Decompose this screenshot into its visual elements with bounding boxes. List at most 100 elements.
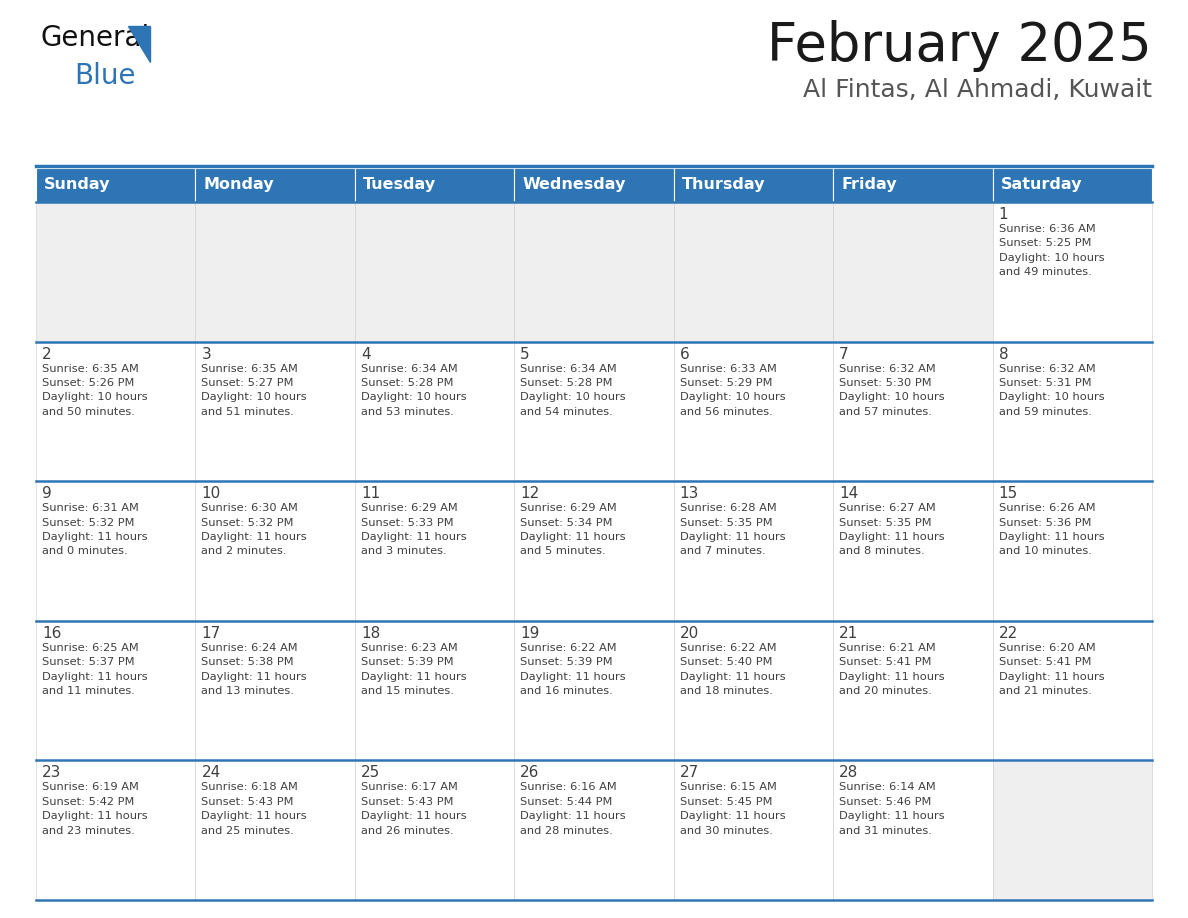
Text: 10: 10 xyxy=(202,487,221,501)
Text: 7: 7 xyxy=(839,347,848,362)
Text: February 2025: February 2025 xyxy=(767,20,1152,72)
Text: Sunrise: 6:16 AM
Sunset: 5:44 PM
Daylight: 11 hours
and 28 minutes.: Sunrise: 6:16 AM Sunset: 5:44 PM Dayligh… xyxy=(520,782,626,835)
FancyBboxPatch shape xyxy=(992,168,1152,202)
Text: Tuesday: Tuesday xyxy=(362,177,436,193)
FancyBboxPatch shape xyxy=(514,481,674,621)
Text: Sunrise: 6:29 AM
Sunset: 5:34 PM
Daylight: 11 hours
and 5 minutes.: Sunrise: 6:29 AM Sunset: 5:34 PM Dayligh… xyxy=(520,503,626,556)
FancyBboxPatch shape xyxy=(833,341,992,481)
Text: Saturday: Saturday xyxy=(1000,177,1082,193)
FancyBboxPatch shape xyxy=(992,760,1152,900)
Text: Sunrise: 6:28 AM
Sunset: 5:35 PM
Daylight: 11 hours
and 7 minutes.: Sunrise: 6:28 AM Sunset: 5:35 PM Dayligh… xyxy=(680,503,785,556)
Text: Sunrise: 6:29 AM
Sunset: 5:33 PM
Daylight: 11 hours
and 3 minutes.: Sunrise: 6:29 AM Sunset: 5:33 PM Dayligh… xyxy=(361,503,467,556)
Text: 20: 20 xyxy=(680,626,699,641)
Text: 4: 4 xyxy=(361,347,371,362)
FancyBboxPatch shape xyxy=(514,621,674,760)
FancyBboxPatch shape xyxy=(196,168,355,202)
Text: Wednesday: Wednesday xyxy=(523,177,626,193)
FancyBboxPatch shape xyxy=(674,481,833,621)
Text: Sunrise: 6:33 AM
Sunset: 5:29 PM
Daylight: 10 hours
and 56 minutes.: Sunrise: 6:33 AM Sunset: 5:29 PM Dayligh… xyxy=(680,364,785,417)
Text: 27: 27 xyxy=(680,766,699,780)
Text: 12: 12 xyxy=(520,487,539,501)
Text: 5: 5 xyxy=(520,347,530,362)
FancyBboxPatch shape xyxy=(833,202,992,341)
FancyBboxPatch shape xyxy=(355,760,514,900)
FancyBboxPatch shape xyxy=(36,621,196,760)
FancyBboxPatch shape xyxy=(833,481,992,621)
Text: Sunday: Sunday xyxy=(44,177,110,193)
Text: 21: 21 xyxy=(839,626,859,641)
Text: 1: 1 xyxy=(999,207,1009,222)
FancyBboxPatch shape xyxy=(674,168,833,202)
Polygon shape xyxy=(128,26,150,62)
Text: 3: 3 xyxy=(202,347,211,362)
FancyBboxPatch shape xyxy=(674,621,833,760)
FancyBboxPatch shape xyxy=(833,760,992,900)
Text: 14: 14 xyxy=(839,487,859,501)
Text: Sunrise: 6:30 AM
Sunset: 5:32 PM
Daylight: 11 hours
and 2 minutes.: Sunrise: 6:30 AM Sunset: 5:32 PM Dayligh… xyxy=(202,503,307,556)
Text: Sunrise: 6:22 AM
Sunset: 5:40 PM
Daylight: 11 hours
and 18 minutes.: Sunrise: 6:22 AM Sunset: 5:40 PM Dayligh… xyxy=(680,643,785,696)
Text: 13: 13 xyxy=(680,487,699,501)
FancyBboxPatch shape xyxy=(196,760,355,900)
Text: Sunrise: 6:25 AM
Sunset: 5:37 PM
Daylight: 11 hours
and 11 minutes.: Sunrise: 6:25 AM Sunset: 5:37 PM Dayligh… xyxy=(42,643,147,696)
FancyBboxPatch shape xyxy=(36,202,196,341)
FancyBboxPatch shape xyxy=(674,760,833,900)
Text: Sunrise: 6:27 AM
Sunset: 5:35 PM
Daylight: 11 hours
and 8 minutes.: Sunrise: 6:27 AM Sunset: 5:35 PM Dayligh… xyxy=(839,503,944,556)
Text: 19: 19 xyxy=(520,626,539,641)
Text: 8: 8 xyxy=(999,347,1009,362)
Text: Sunrise: 6:18 AM
Sunset: 5:43 PM
Daylight: 11 hours
and 25 minutes.: Sunrise: 6:18 AM Sunset: 5:43 PM Dayligh… xyxy=(202,782,307,835)
Text: Blue: Blue xyxy=(74,62,135,90)
Text: 17: 17 xyxy=(202,626,221,641)
Text: 25: 25 xyxy=(361,766,380,780)
Text: Monday: Monday xyxy=(203,177,274,193)
FancyBboxPatch shape xyxy=(833,168,992,202)
Text: Sunrise: 6:20 AM
Sunset: 5:41 PM
Daylight: 11 hours
and 21 minutes.: Sunrise: 6:20 AM Sunset: 5:41 PM Dayligh… xyxy=(999,643,1104,696)
Text: Sunrise: 6:21 AM
Sunset: 5:41 PM
Daylight: 11 hours
and 20 minutes.: Sunrise: 6:21 AM Sunset: 5:41 PM Dayligh… xyxy=(839,643,944,696)
FancyBboxPatch shape xyxy=(355,202,514,341)
Text: Sunrise: 6:35 AM
Sunset: 5:27 PM
Daylight: 10 hours
and 51 minutes.: Sunrise: 6:35 AM Sunset: 5:27 PM Dayligh… xyxy=(202,364,307,417)
Text: Sunrise: 6:35 AM
Sunset: 5:26 PM
Daylight: 10 hours
and 50 minutes.: Sunrise: 6:35 AM Sunset: 5:26 PM Dayligh… xyxy=(42,364,147,417)
Text: 22: 22 xyxy=(999,626,1018,641)
Text: 6: 6 xyxy=(680,347,689,362)
FancyBboxPatch shape xyxy=(514,202,674,341)
Text: Al Fintas, Al Ahmadi, Kuwait: Al Fintas, Al Ahmadi, Kuwait xyxy=(803,78,1152,102)
FancyBboxPatch shape xyxy=(36,341,196,481)
FancyBboxPatch shape xyxy=(992,621,1152,760)
Text: Friday: Friday xyxy=(841,177,897,193)
Text: 15: 15 xyxy=(999,487,1018,501)
Text: Sunrise: 6:14 AM
Sunset: 5:46 PM
Daylight: 11 hours
and 31 minutes.: Sunrise: 6:14 AM Sunset: 5:46 PM Dayligh… xyxy=(839,782,944,835)
FancyBboxPatch shape xyxy=(355,341,514,481)
FancyBboxPatch shape xyxy=(196,341,355,481)
Text: Sunrise: 6:34 AM
Sunset: 5:28 PM
Daylight: 10 hours
and 53 minutes.: Sunrise: 6:34 AM Sunset: 5:28 PM Dayligh… xyxy=(361,364,467,417)
Text: Sunrise: 6:32 AM
Sunset: 5:30 PM
Daylight: 10 hours
and 57 minutes.: Sunrise: 6:32 AM Sunset: 5:30 PM Dayligh… xyxy=(839,364,944,417)
FancyBboxPatch shape xyxy=(674,341,833,481)
FancyBboxPatch shape xyxy=(196,621,355,760)
Text: Sunrise: 6:31 AM
Sunset: 5:32 PM
Daylight: 11 hours
and 0 minutes.: Sunrise: 6:31 AM Sunset: 5:32 PM Dayligh… xyxy=(42,503,147,556)
FancyBboxPatch shape xyxy=(992,481,1152,621)
FancyBboxPatch shape xyxy=(36,760,196,900)
FancyBboxPatch shape xyxy=(196,202,355,341)
FancyBboxPatch shape xyxy=(355,621,514,760)
Text: Thursday: Thursday xyxy=(682,177,765,193)
Text: Sunrise: 6:32 AM
Sunset: 5:31 PM
Daylight: 10 hours
and 59 minutes.: Sunrise: 6:32 AM Sunset: 5:31 PM Dayligh… xyxy=(999,364,1104,417)
Text: Sunrise: 6:15 AM
Sunset: 5:45 PM
Daylight: 11 hours
and 30 minutes.: Sunrise: 6:15 AM Sunset: 5:45 PM Dayligh… xyxy=(680,782,785,835)
Text: General: General xyxy=(40,24,150,52)
FancyBboxPatch shape xyxy=(674,202,833,341)
FancyBboxPatch shape xyxy=(355,168,514,202)
Text: Sunrise: 6:17 AM
Sunset: 5:43 PM
Daylight: 11 hours
and 26 minutes.: Sunrise: 6:17 AM Sunset: 5:43 PM Dayligh… xyxy=(361,782,467,835)
FancyBboxPatch shape xyxy=(514,341,674,481)
Text: Sunrise: 6:26 AM
Sunset: 5:36 PM
Daylight: 11 hours
and 10 minutes.: Sunrise: 6:26 AM Sunset: 5:36 PM Dayligh… xyxy=(999,503,1104,556)
Text: Sunrise: 6:19 AM
Sunset: 5:42 PM
Daylight: 11 hours
and 23 minutes.: Sunrise: 6:19 AM Sunset: 5:42 PM Dayligh… xyxy=(42,782,147,835)
Text: Sunrise: 6:36 AM
Sunset: 5:25 PM
Daylight: 10 hours
and 49 minutes.: Sunrise: 6:36 AM Sunset: 5:25 PM Dayligh… xyxy=(999,224,1104,277)
Text: 9: 9 xyxy=(42,487,52,501)
FancyBboxPatch shape xyxy=(196,481,355,621)
Text: Sunrise: 6:34 AM
Sunset: 5:28 PM
Daylight: 10 hours
and 54 minutes.: Sunrise: 6:34 AM Sunset: 5:28 PM Dayligh… xyxy=(520,364,626,417)
Text: 26: 26 xyxy=(520,766,539,780)
FancyBboxPatch shape xyxy=(992,202,1152,341)
FancyBboxPatch shape xyxy=(833,621,992,760)
Text: Sunrise: 6:22 AM
Sunset: 5:39 PM
Daylight: 11 hours
and 16 minutes.: Sunrise: 6:22 AM Sunset: 5:39 PM Dayligh… xyxy=(520,643,626,696)
Text: Sunrise: 6:23 AM
Sunset: 5:39 PM
Daylight: 11 hours
and 15 minutes.: Sunrise: 6:23 AM Sunset: 5:39 PM Dayligh… xyxy=(361,643,467,696)
FancyBboxPatch shape xyxy=(514,760,674,900)
FancyBboxPatch shape xyxy=(36,168,196,202)
Text: 11: 11 xyxy=(361,487,380,501)
Text: 18: 18 xyxy=(361,626,380,641)
